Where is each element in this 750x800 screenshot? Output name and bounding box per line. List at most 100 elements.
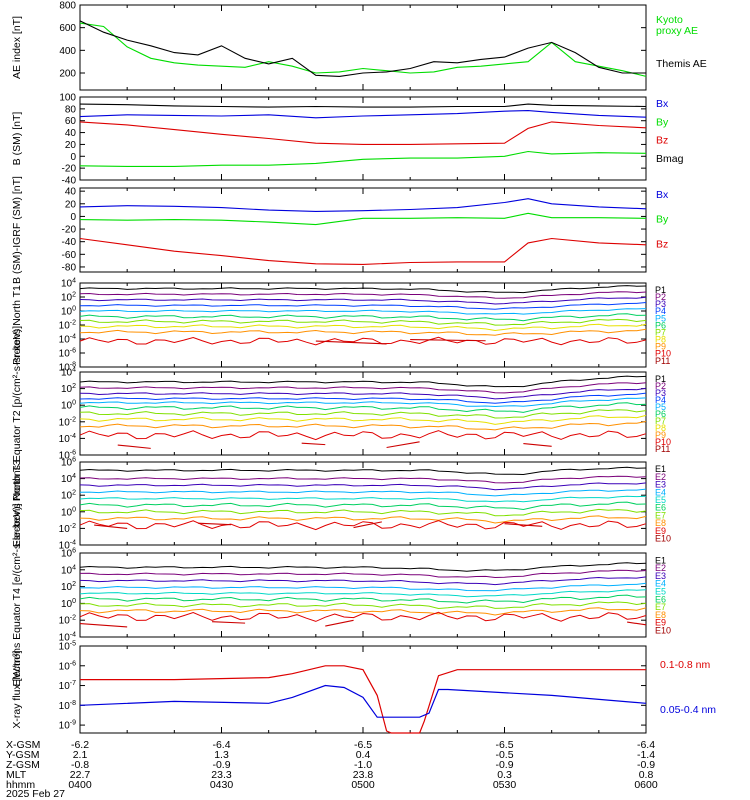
p_e_t2-ytick-label: 10-6 — [59, 450, 76, 462]
xray-ytick-label: 10-5 — [59, 641, 76, 653]
bdiff-legend-2: Bz — [656, 238, 668, 250]
e_n_t3-channel-e2 — [79, 475, 647, 484]
p_e_t2-fragment — [523, 443, 552, 447]
ae-ytick-label: 400 — [59, 46, 76, 57]
p_n_t1-channel-p3 — [79, 296, 647, 305]
xray-ytick-label: 10-7 — [59, 680, 76, 692]
ae-ylabel: AE index [nT] — [11, 16, 23, 79]
p_e_t2-ytick-label: 10-2 — [59, 416, 76, 428]
xray-frame — [79, 645, 647, 734]
p_e_t2-channel-p5 — [79, 397, 647, 408]
bsm-ytick-label: 40 — [65, 128, 77, 139]
e_n_t3-legend-e4: E4 — [655, 487, 666, 497]
ae-ytick-label: 800 — [59, 1, 76, 12]
p_e_t2-legend-p11: P11 — [655, 444, 670, 454]
bsm-legend-2: Bz — [656, 135, 668, 147]
e_e_t4-legend-e8: E8 — [655, 610, 666, 620]
p_e_t2-legend-p8: P8 — [655, 423, 666, 433]
p_n_t1-ytick-label: 10-4 — [59, 334, 76, 346]
e_e_t4-ylabel: Electrons Equator T4 [e/(cm²-s-sr-keV)] — [11, 503, 23, 686]
p_n_t1-channel-p5 — [79, 308, 647, 315]
bdiff-ytick-label: -40 — [62, 237, 77, 248]
bdiff-ytick-label: 0 — [70, 212, 76, 223]
p_n_t1-channel-p10 — [79, 336, 647, 346]
bsm-ylabel: B (SM) [nT] — [11, 112, 23, 166]
e_e_t4-channel-e4 — [79, 582, 647, 592]
bdiff-ytick-label: 40 — [65, 187, 77, 198]
bdiff-ytick-label: -80 — [62, 262, 77, 273]
bsm-series-bz — [79, 121, 647, 145]
e_e_t4-ytick-label: 102 — [61, 581, 76, 593]
e_e_t4-legend-e7: E7 — [655, 602, 666, 612]
e_n_t3-legend-e7: E7 — [655, 510, 666, 520]
p_n_t1-legend-p3: P3 — [655, 299, 666, 309]
e_e_t4-legend-e10: E10 — [655, 625, 671, 635]
p_e_t2-legend-p10: P10 — [655, 437, 671, 447]
e_e_t4-ytick-label: 10-4 — [59, 632, 76, 644]
e_n_t3-ytick-label: 10-4 — [59, 540, 76, 552]
ae-ytick-label: 600 — [59, 23, 76, 34]
e_n_t3-legend-e5: E5 — [655, 495, 666, 505]
bsm-ytick-label: 20 — [65, 140, 77, 151]
p_e_t2-legend-p7: P7 — [655, 416, 666, 426]
e_e_t4-legend-e6: E6 — [655, 594, 666, 604]
p_n_t1-ytick-label: 100 — [61, 306, 76, 318]
bdiff-series-by — [79, 212, 647, 226]
e_n_t3-fragment — [353, 521, 382, 529]
p_e_t2-ytick-label: 104 — [61, 367, 76, 379]
bsm-legend-1: By — [656, 116, 669, 128]
bsm-legend-0: Bx — [656, 98, 669, 110]
p_n_t1-legend-p1: P1 — [655, 285, 666, 295]
e_e_t4-channel-e2 — [79, 569, 647, 579]
p_n_t1-legend-p11: P11 — [655, 356, 670, 366]
xray-ylabel: X-ray flux [W/m²] — [11, 650, 23, 728]
p_e_t2-ytick-label: 100 — [61, 400, 76, 412]
xray-legend-1: 0.05-0.4 nm — [660, 704, 716, 716]
p_e_t2-channel-p10 — [79, 430, 647, 441]
bsm-frame — [79, 96, 647, 181]
e_n_t3-ytick-label: 106 — [61, 457, 76, 469]
p_n_t1-channel-p9 — [79, 328, 647, 336]
ae-ytick-label: 200 — [59, 69, 76, 80]
p_e_t2-channel-p9 — [79, 421, 647, 431]
e_e_t4-fragment — [627, 621, 647, 626]
ae-frame — [79, 4, 647, 91]
bdiff-ytick-label: 20 — [65, 199, 77, 210]
e_n_t3-channel-e8 — [79, 515, 647, 524]
p_e_t2-channel-p1 — [79, 375, 647, 388]
xray-series-0-1-0-8-nm — [80, 665, 646, 734]
e_e_t4-ytick-label: 106 — [61, 548, 76, 560]
p_n_t1-channel-p2 — [79, 291, 647, 299]
bsm-ytick-label: 100 — [59, 93, 76, 104]
p_n_t1-legend-p6: P6 — [655, 320, 666, 330]
e_n_t3-legend-e9: E9 — [655, 526, 666, 536]
p_n_t1-channel-p4 — [79, 302, 647, 310]
p_e_t2-legend-p9: P9 — [655, 430, 666, 440]
bdiff-series-bz — [79, 237, 647, 265]
e_n_t3-ytick-label: 104 — [61, 473, 76, 485]
e_n_t3-legend-e1: E1 — [655, 464, 666, 474]
p_n_t1-legend-p7: P7 — [655, 327, 666, 337]
e_e_t4-fragment — [79, 623, 128, 628]
ae-legend-0: Kyoto — [656, 14, 683, 26]
bsm-ytick-label: 80 — [65, 104, 77, 115]
bdiff-ytick-label: -60 — [62, 250, 77, 261]
e_e_t4-channel-e8 — [79, 607, 647, 616]
p_n_t1-legend-p9: P9 — [655, 342, 666, 352]
e_e_t4-channel-e3 — [79, 576, 647, 586]
e_n_t3-fragment — [94, 524, 128, 529]
p_e_t2-channel-p2 — [79, 382, 647, 394]
p_e_t2-channel-p3 — [79, 387, 647, 400]
e_n_t3-legend-e8: E8 — [655, 518, 666, 528]
xray-series-0-05-0-4-nm — [79, 684, 647, 718]
e_e_t4-channel-e7 — [79, 601, 647, 610]
bdiff-ytick-label: -20 — [62, 225, 77, 236]
e_e_t4-legend-e9: E9 — [655, 618, 666, 628]
e_e_t4-ytick-label: 10-2 — [59, 615, 76, 627]
e_e_t4-channel-e1 — [79, 562, 647, 572]
e_n_t3-channel-e7 — [79, 508, 647, 517]
p_e_t2-fragment — [301, 442, 326, 446]
p_n_t1-frame — [79, 282, 647, 368]
bsm-series-bx — [79, 110, 647, 119]
